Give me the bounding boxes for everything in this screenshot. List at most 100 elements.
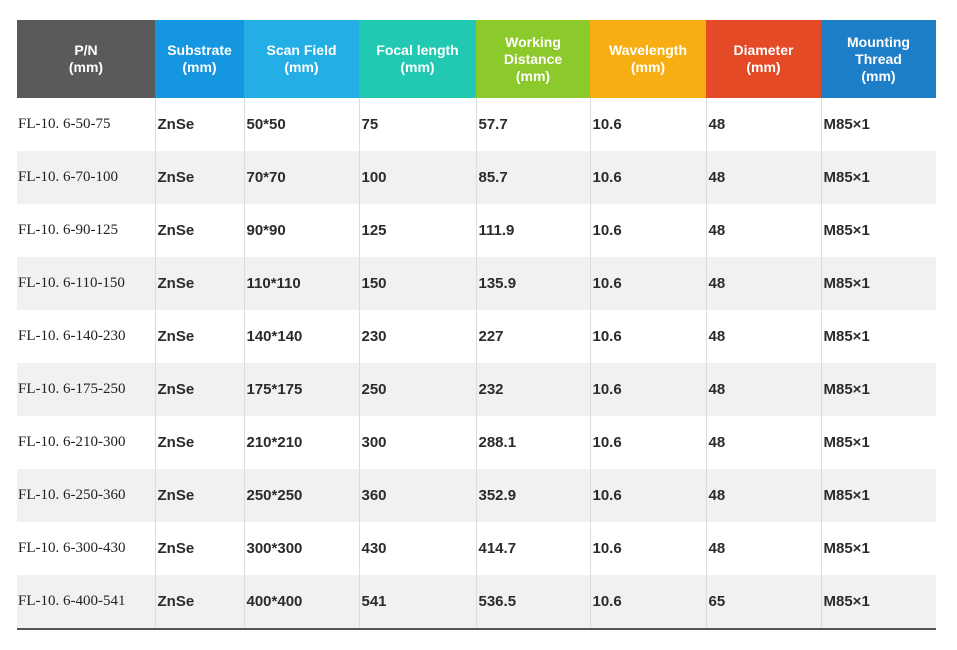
- column-header-working-distance: Working Distance (mm): [476, 20, 590, 98]
- column-header-label: (mm): [515, 67, 551, 84]
- cell-scan-field: 210*210: [244, 416, 360, 469]
- column-header-label: (mm): [182, 59, 217, 75]
- cell-pn: FL-10. 6-110-150: [17, 257, 156, 310]
- column-header-focal-length: Focal length (mm): [359, 20, 476, 98]
- cell-pn: FL-10. 6-400-541: [17, 575, 156, 630]
- cell-substrate: ZnSe: [155, 575, 245, 630]
- cell-diameter: 48: [706, 257, 822, 310]
- column-header-label: Focal length: [376, 42, 459, 58]
- cell-focal-length: 75: [359, 98, 477, 151]
- cell-substrate: ZnSe: [155, 363, 245, 416]
- cell-focal-length: 430: [359, 522, 477, 575]
- cell-diameter: 65: [706, 575, 822, 630]
- table-body: FL-10. 6-50-75 ZnSe 50*50 75 57.7 10.6 48 M85×1…: [17, 98, 936, 630]
- column-header-label: (mm): [630, 59, 666, 75]
- cell-diameter: 48: [706, 522, 822, 575]
- column-header-label: Mounting: [847, 33, 910, 50]
- cell-scan-field: 70*70: [244, 151, 360, 204]
- column-header-diameter: Diameter (mm): [706, 20, 821, 98]
- column-header-scan-field: Scan Field (mm): [244, 20, 359, 98]
- cell-working-distance: 414.7: [476, 522, 591, 575]
- cell-focal-length: 541: [359, 575, 477, 630]
- table-row: FL-10. 6-175-250 ZnSe 175*175 250 232 10.6 48 M…: [17, 363, 936, 416]
- cell-mounting-thread: M85×1: [821, 257, 936, 310]
- header-row: P/N (mm) Substrate (mm) Scan Field (mm) Focal …: [17, 20, 936, 98]
- table-row: FL-10. 6-50-75 ZnSe 50*50 75 57.7 10.6 48 M85×1: [17, 98, 936, 151]
- cell-substrate: ZnSe: [155, 204, 245, 257]
- cell-substrate: ZnSe: [155, 416, 245, 469]
- cell-wavelength: 10.6: [590, 469, 707, 522]
- table-row: FL-10. 6-110-150 ZnSe 110*110 150 135.9 10.6 4…: [17, 257, 936, 310]
- cell-mounting-thread: M85×1: [823, 222, 870, 239]
- cell-mounting-thread: M85×1: [821, 575, 936, 630]
- table-row: FL-10. 6-250-360 ZnSe 250*250 360 352.9 10.6 4…: [17, 469, 936, 522]
- cell-working-distance: 135.9: [476, 257, 591, 310]
- cell-substrate: ZnSe: [155, 522, 245, 575]
- column-header-label: Distance: [503, 50, 563, 67]
- cell-diameter: 48: [706, 151, 822, 204]
- cell-substrate: ZnSe: [155, 98, 245, 151]
- column-header-label: (mm): [400, 59, 435, 75]
- cell-pn: FL-10. 6-300-430: [17, 522, 156, 575]
- cell-focal-length: 230: [359, 310, 477, 363]
- cell-scan-field: 400*400: [244, 575, 360, 630]
- table-row: FL-10. 6-400-541 ZnSe 400*400 541 536.5 10.6 6…: [17, 575, 936, 630]
- cell-mounting-thread: M85×1: [823, 116, 870, 133]
- spec-table: P/N (mm) Substrate (mm) Scan Field (mm) Focal …: [17, 20, 936, 630]
- cell-scan-field: 175*175: [244, 363, 360, 416]
- cell-pn: FL-10. 6-70-100: [17, 151, 156, 204]
- cell-scan-field: 110*110: [244, 257, 360, 310]
- column-header-label: Wavelength: [608, 42, 688, 58]
- cell-mounting-thread: M85×1: [823, 434, 870, 451]
- cell-pn: FL-10. 6-50-75: [17, 98, 156, 151]
- cell-pn: FL-10. 6-175-250: [17, 363, 156, 416]
- cell-scan-field: 50*50: [244, 98, 360, 151]
- cell-working-distance: 111.9: [476, 204, 591, 257]
- cell-mounting-thread: M85×1: [821, 469, 936, 522]
- column-header-label: P/N: [74, 42, 98, 58]
- cell-wavelength: 10.6: [590, 98, 707, 151]
- column-header-label: (mm): [746, 59, 781, 75]
- cell-wavelength: 10.6: [590, 204, 707, 257]
- cell-diameter: 48: [706, 98, 822, 151]
- cell-working-distance: 232: [476, 363, 591, 416]
- cell-wavelength: 10.6: [590, 151, 707, 204]
- cell-pn: FL-10. 6-90-125: [17, 204, 156, 257]
- table-row: FL-10. 6-300-430 ZnSe 300*300 430 414.7 10.6 4…: [17, 522, 936, 575]
- table-row: FL-10. 6-70-100 ZnSe 70*70 100 85.7 10.6 48 M85…: [17, 151, 936, 204]
- cell-wavelength: 10.6: [590, 575, 707, 630]
- column-header-label: Scan Field: [266, 42, 337, 58]
- cell-wavelength: 10.6: [590, 310, 707, 363]
- column-header-mounting-thread: Mounting Thread (mm): [821, 20, 936, 98]
- cell-substrate: ZnSe: [155, 469, 245, 522]
- cell-scan-field: 90*90: [244, 204, 360, 257]
- cell-pn: FL-10. 6-140-230: [17, 310, 156, 363]
- column-header-label: (mm): [861, 67, 896, 84]
- cell-diameter: 48: [706, 363, 822, 416]
- column-header-label: (mm): [284, 59, 319, 75]
- cell-focal-length: 125: [359, 204, 477, 257]
- table-row: FL-10. 6-90-125 ZnSe 90*90 125 111.9 10.6 48 M8…: [17, 204, 936, 257]
- column-header-label: Substrate: [167, 42, 232, 58]
- column-header-label: Working: [505, 33, 561, 50]
- cell-mounting-thread: M85×1: [821, 363, 936, 416]
- column-header-label: Thread: [855, 50, 902, 67]
- cell-substrate: ZnSe: [155, 310, 245, 363]
- cell-wavelength: 10.6: [590, 416, 707, 469]
- cell-working-distance: 57.7: [476, 98, 591, 151]
- column-header-wavelength: Wavelength (mm): [590, 20, 706, 98]
- cell-diameter: 48: [706, 204, 822, 257]
- cell-wavelength: 10.6: [590, 363, 707, 416]
- cell-focal-length: 100: [359, 151, 477, 204]
- cell-diameter: 48: [706, 310, 822, 363]
- cell-focal-length: 150: [359, 257, 477, 310]
- table-row: FL-10. 6-210-300 ZnSe 210*210 300 288.1 10.6 4…: [17, 416, 936, 469]
- cell-working-distance: 536.5: [476, 575, 591, 630]
- cell-diameter: 48: [706, 416, 822, 469]
- cell-scan-field: 300*300: [244, 522, 360, 575]
- column-header-label: Diameter: [733, 42, 794, 58]
- cell-scan-field: 250*250: [244, 469, 360, 522]
- cell-pn: FL-10. 6-250-360: [17, 469, 156, 522]
- cell-working-distance: 288.1: [476, 416, 591, 469]
- cell-substrate: ZnSe: [155, 257, 245, 310]
